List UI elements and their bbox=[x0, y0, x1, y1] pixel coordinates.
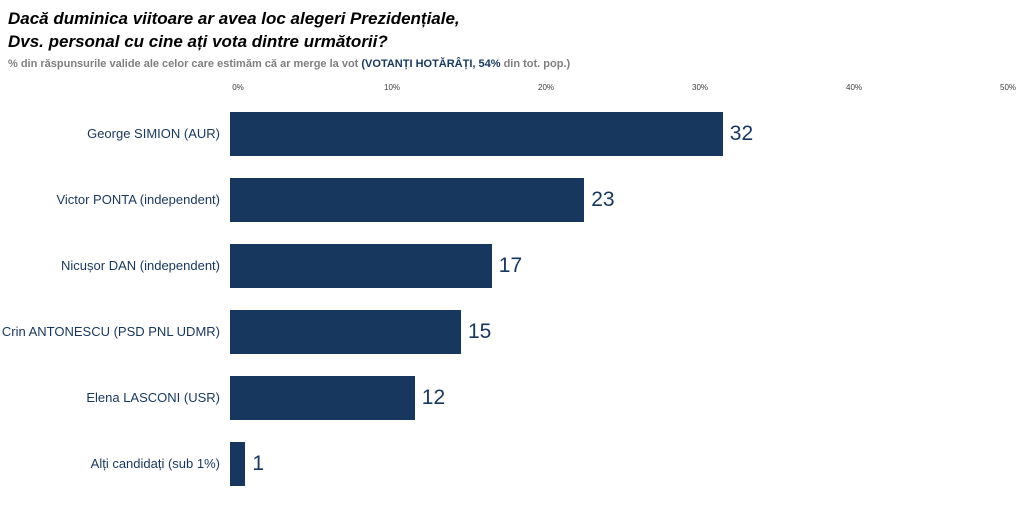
category-label: Crin ANTONESCU (PSD PNL UDMR) bbox=[1, 324, 220, 340]
bar bbox=[230, 442, 246, 487]
bar bbox=[230, 244, 492, 289]
x-tick-label: 30% bbox=[691, 83, 709, 93]
bar-area: 32 bbox=[230, 112, 1000, 157]
value-label: 1 bbox=[252, 452, 265, 476]
bar-row: Crin ANTONESCU (PSD PNL UDMR) 15 bbox=[0, 299, 1024, 365]
bar bbox=[230, 178, 585, 223]
x-tick-label: 40% bbox=[845, 83, 863, 93]
chart-subtitle: % din răspunsurile valide ale celor care… bbox=[0, 54, 1024, 71]
x-tick-label: 10% bbox=[383, 83, 401, 93]
x-tick-label: 50% bbox=[999, 83, 1017, 93]
value-label: 17 bbox=[498, 254, 523, 278]
value-label: 15 bbox=[468, 320, 492, 344]
bar-area: 15 bbox=[230, 310, 1000, 355]
bar-row: Alți candidați (sub 1%) 1 bbox=[0, 431, 1024, 497]
chart-title: Dacă duminica viitoare ar avea loc alege… bbox=[0, 0, 1024, 54]
bar bbox=[230, 112, 723, 157]
bar-area: 23 bbox=[230, 178, 1000, 223]
value-label: 12 bbox=[421, 386, 446, 410]
x-axis: 0% 10% 20% 30% 40% 50% bbox=[232, 83, 1016, 97]
x-tick-label: 0% bbox=[232, 83, 244, 93]
bar-area: 17 bbox=[230, 244, 1000, 289]
value-label: 32 bbox=[729, 122, 754, 146]
bar-area: 1 bbox=[230, 442, 1000, 487]
bar-rows: George SIMION (AUR) 32 Victor PONTA (indep… bbox=[0, 101, 1024, 497]
x-tick-label: 20% bbox=[537, 83, 555, 93]
bar-area: 12 bbox=[230, 376, 1000, 421]
bar-row: George SIMION (AUR) 32 bbox=[0, 101, 1024, 167]
chart-title-line-2: Dvs. personal cu cine ați vota dintre ur… bbox=[8, 31, 388, 51]
category-label: Alți candidați (sub 1%) bbox=[90, 456, 220, 472]
chart-title-line-1: Dacă duminica viitoare ar avea loc alege… bbox=[8, 9, 460, 28]
category-label: Nicușor DAN (independent) bbox=[61, 258, 220, 274]
subtitle-prefix: % din răspunsurile valide ale celor care… bbox=[8, 57, 362, 70]
bar bbox=[230, 310, 461, 355]
bar-row: Victor PONTA (independent) 23 bbox=[0, 167, 1024, 233]
subtitle-suffix: din tot. pop.) bbox=[500, 57, 571, 70]
subtitle-highlight: (VOTANȚI HOTĂRÂȚI, 54% bbox=[361, 57, 501, 70]
bar-row: Elena LASCONI (USR) 12 bbox=[0, 365, 1024, 431]
value-label: 23 bbox=[591, 188, 615, 212]
category-label: Elena LASCONI (USR) bbox=[86, 390, 220, 406]
category-label: Victor PONTA (independent) bbox=[56, 192, 220, 208]
bar-row: Nicușor DAN (independent) 17 bbox=[0, 233, 1024, 299]
category-label: George SIMION (AUR) bbox=[87, 126, 220, 142]
bar bbox=[230, 376, 415, 421]
